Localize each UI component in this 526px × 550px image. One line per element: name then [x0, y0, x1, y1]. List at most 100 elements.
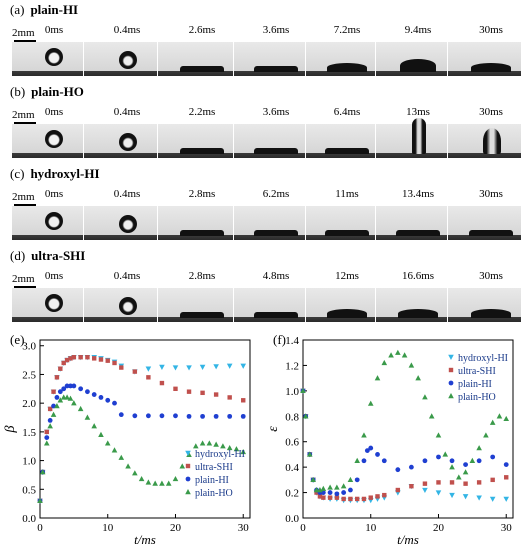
- data-point: [84, 414, 91, 420]
- legend-label: plain-HO: [195, 488, 233, 499]
- data-point: [226, 444, 233, 451]
- panel-title: plain-HI: [30, 2, 79, 17]
- legend-marker: [448, 380, 454, 386]
- legend-label: hydroxyl-HI: [458, 353, 508, 364]
- y-tick-label: 2.5: [22, 369, 36, 381]
- scalebar: [14, 286, 36, 288]
- data-point: [68, 356, 73, 361]
- data-point: [58, 366, 63, 371]
- data-point: [483, 432, 489, 438]
- frame-image: [158, 124, 234, 158]
- frame-image: [84, 288, 158, 322]
- droplet-sphere: [45, 48, 63, 66]
- frame-image: [376, 118, 448, 158]
- frame-time-label: 0ms: [44, 188, 64, 200]
- data-point: [435, 490, 442, 496]
- legend-label: plain-HI: [458, 379, 492, 390]
- data-point: [132, 470, 138, 476]
- frame-time-label: 2.8ms: [188, 188, 216, 200]
- data-point: [503, 415, 510, 422]
- frame-time-label: 6.2ms: [262, 188, 290, 200]
- data-point: [50, 411, 57, 417]
- data-point: [422, 394, 428, 400]
- data-point: [47, 417, 53, 423]
- frame-time-label: 11ms: [335, 188, 359, 200]
- legend-marker: [185, 463, 191, 469]
- data-point: [104, 440, 111, 446]
- data-point: [395, 487, 401, 493]
- frame-image: [12, 206, 84, 240]
- data-point: [91, 356, 97, 361]
- data-point: [47, 406, 53, 412]
- data-point: [436, 480, 441, 485]
- frame-image: [12, 288, 84, 322]
- data-point: [364, 448, 370, 454]
- data-point: [354, 477, 360, 483]
- data-point: [44, 429, 49, 435]
- data-point: [361, 458, 367, 464]
- data-point: [375, 452, 380, 457]
- scalebar: [14, 122, 36, 124]
- panel-title: hydroxyl-HI: [30, 166, 100, 181]
- data-point: [361, 432, 367, 438]
- droplet-cap: [327, 309, 367, 318]
- frame-image: [234, 124, 306, 158]
- image-row-3: (d) ultra-SHI 2mm 0ms 0.4ms 2.8ms 4.8ms 12ms 16.…: [0, 248, 526, 328]
- data-point: [186, 365, 192, 371]
- frame-image: [306, 124, 376, 158]
- data-point: [449, 458, 455, 464]
- data-point: [118, 412, 124, 418]
- data-point: [503, 462, 509, 467]
- data-point: [105, 397, 111, 403]
- frame-image: [12, 42, 84, 76]
- y-tick-label: 2.0: [22, 398, 36, 410]
- data-point: [112, 400, 117, 406]
- data-point: [463, 481, 468, 486]
- data-point: [368, 445, 374, 451]
- frame-time-label: 13ms: [406, 106, 430, 118]
- legend-marker: [448, 367, 454, 373]
- x-tick-label: 0: [300, 522, 306, 534]
- data-point: [186, 451, 192, 458]
- panel-title: ultra-SHI: [31, 248, 86, 263]
- data-point: [145, 479, 152, 485]
- y-tick-label: 0.2: [285, 488, 299, 500]
- x-axis-label: t/ms: [134, 532, 156, 547]
- data-point: [367, 400, 374, 406]
- image-row-2: (c) hydroxyl-HI 2mm 0ms 0.4ms 2.8ms 6.2ms 11ms 1…: [0, 166, 526, 246]
- data-point: [91, 423, 97, 429]
- data-point: [490, 454, 496, 460]
- data-point: [327, 484, 333, 490]
- data-point: [112, 360, 117, 366]
- frame-image: [84, 206, 158, 240]
- data-point: [68, 383, 73, 389]
- data-point: [71, 355, 77, 360]
- data-point: [302, 413, 309, 419]
- data-point: [503, 496, 510, 502]
- data-point: [241, 398, 246, 403]
- scalebar-label: 2mm: [12, 109, 35, 121]
- data-point: [395, 467, 401, 473]
- frame-time-label: 3.6ms: [262, 106, 290, 118]
- frame-time-label: 13.4ms: [401, 188, 435, 200]
- data-point: [456, 474, 462, 480]
- plot-frame: [39, 339, 251, 519]
- data-point: [233, 446, 240, 452]
- frame-time-label: 30ms: [479, 106, 503, 118]
- data-point: [159, 480, 165, 486]
- image-strip: [12, 288, 522, 322]
- data-point: [199, 440, 206, 446]
- data-point: [341, 496, 346, 502]
- data-point: [173, 386, 178, 392]
- panel-letter: (e): [10, 332, 24, 347]
- frame-image: [84, 42, 158, 76]
- data-point: [152, 480, 158, 486]
- legend-label: hydroxyl-HI: [195, 449, 245, 460]
- data-point: [422, 487, 428, 494]
- data-point: [361, 496, 367, 502]
- data-point: [334, 495, 340, 500]
- data-point: [374, 375, 381, 381]
- frame-image: [234, 206, 306, 240]
- droplet-flat: [180, 230, 224, 236]
- data-point: [476, 445, 482, 451]
